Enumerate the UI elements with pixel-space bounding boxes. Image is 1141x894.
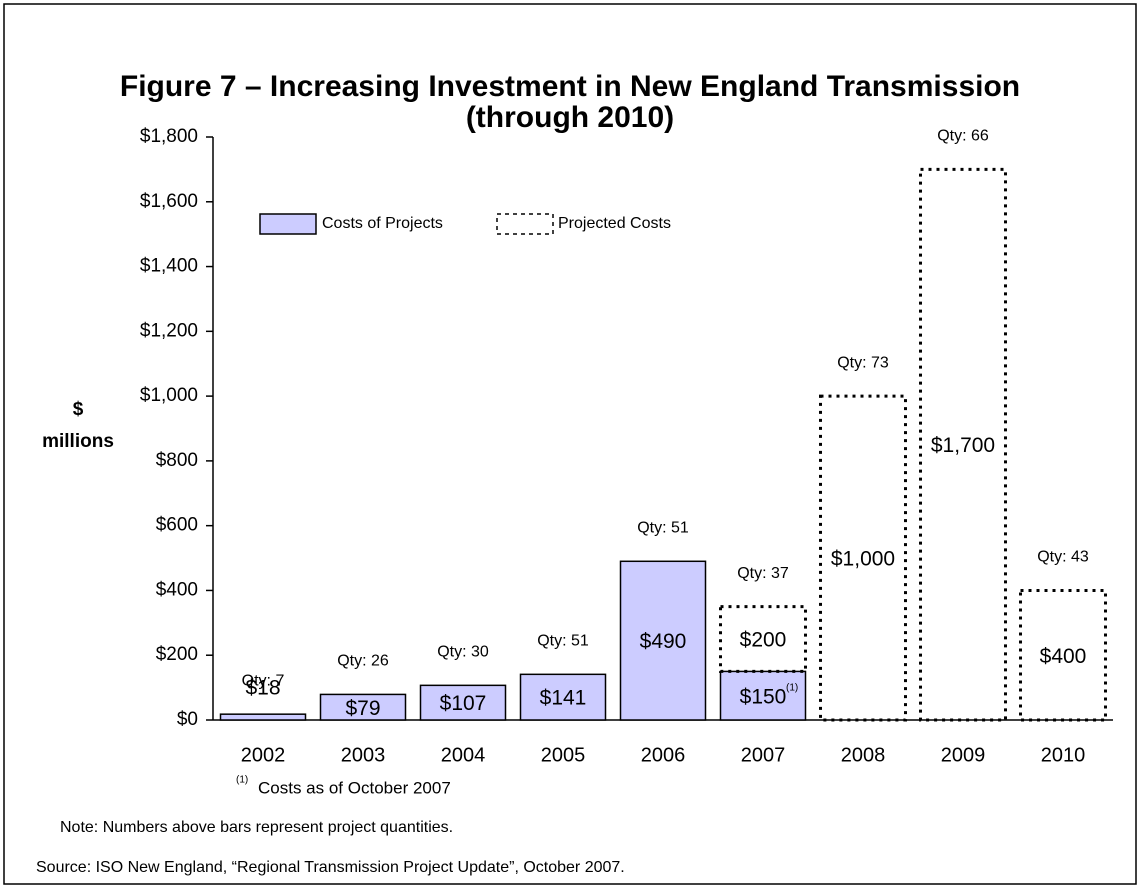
note: Note: Numbers above bars represent proje… [60, 819, 453, 836]
y-tick-label: $600 [156, 515, 198, 536]
bar-segment [619, 560, 707, 721]
qty-label: Qty: 73 [837, 354, 889, 371]
x-tick-label: 2003 [341, 744, 386, 766]
y-tick-label: $200 [156, 644, 198, 665]
value-label: $141 [540, 687, 587, 710]
y-tick-label: $1,000 [140, 385, 198, 406]
x-tick-label: 2006 [641, 744, 686, 766]
x-tick-label: 2005 [541, 744, 586, 766]
x-tick-label: 2008 [841, 744, 886, 766]
y-axis-label: $ [73, 399, 84, 420]
bar-segment [719, 670, 807, 721]
y-tick-label: $400 [156, 579, 198, 600]
value-label: $18 [245, 677, 280, 700]
value-label: $200 [740, 629, 787, 652]
footnote: Costs as of October 2007 [258, 778, 451, 797]
bar-segment [719, 605, 807, 673]
qty-label: Qty: 51 [637, 520, 689, 537]
x-tick-label: 2007 [741, 744, 786, 766]
value-label: $79 [345, 697, 380, 720]
qty-label: Qty: 37 [737, 565, 789, 582]
bar-segment [519, 673, 607, 721]
source: Source: ISO New England, “Regional Trans… [36, 859, 625, 876]
value-label: $107 [440, 692, 487, 715]
x-tick-label: 2002 [241, 744, 286, 766]
frame [3, 3, 1137, 885]
qty-label: Qty: 30 [437, 644, 489, 661]
legend-label: Projected Costs [558, 215, 671, 232]
bar-segment [819, 394, 907, 722]
footnote-marker: (1) [786, 682, 798, 693]
qty-label: Qty: 26 [337, 653, 389, 670]
qty-label: Qty: 51 [537, 633, 589, 650]
y-tick-label: $1,600 [140, 191, 198, 212]
bar-segment [419, 684, 507, 721]
x-tick-label: 2010 [1041, 744, 1086, 766]
value-label: $400 [1040, 645, 1087, 668]
legend-swatch [496, 213, 554, 235]
bar-segment [219, 713, 307, 721]
y-axis-label: millions [42, 431, 114, 452]
bar-segment [319, 693, 407, 721]
y-tick-label: $0 [177, 709, 198, 730]
value-label: $490 [640, 630, 687, 653]
legend-label: Costs of Projects [322, 215, 443, 232]
value-label: $150 [740, 685, 787, 708]
chart-subtitle: (through 2010) [466, 101, 674, 134]
footnote-marker: (1) [236, 775, 248, 786]
y-tick-label: $1,800 [140, 126, 198, 147]
qty-label: Qty: 66 [937, 128, 989, 145]
value-label: $1,700 [931, 434, 995, 457]
y-tick-label: $800 [156, 450, 198, 471]
bar-segment [1019, 588, 1107, 722]
y-tick-label: $1,400 [140, 256, 198, 277]
legend-swatch [259, 213, 317, 235]
bar-segment [919, 167, 1007, 722]
chart-title: Figure 7 – Increasing Investment in New … [120, 70, 1020, 103]
x-tick-label: 2004 [441, 744, 486, 766]
y-tick-label: $1,200 [140, 320, 198, 341]
qty-label: Qty: 43 [1037, 549, 1089, 566]
qty-label: Qty: 7 [242, 672, 285, 689]
value-label: $1,000 [831, 548, 895, 571]
x-tick-label: 2009 [941, 744, 986, 766]
